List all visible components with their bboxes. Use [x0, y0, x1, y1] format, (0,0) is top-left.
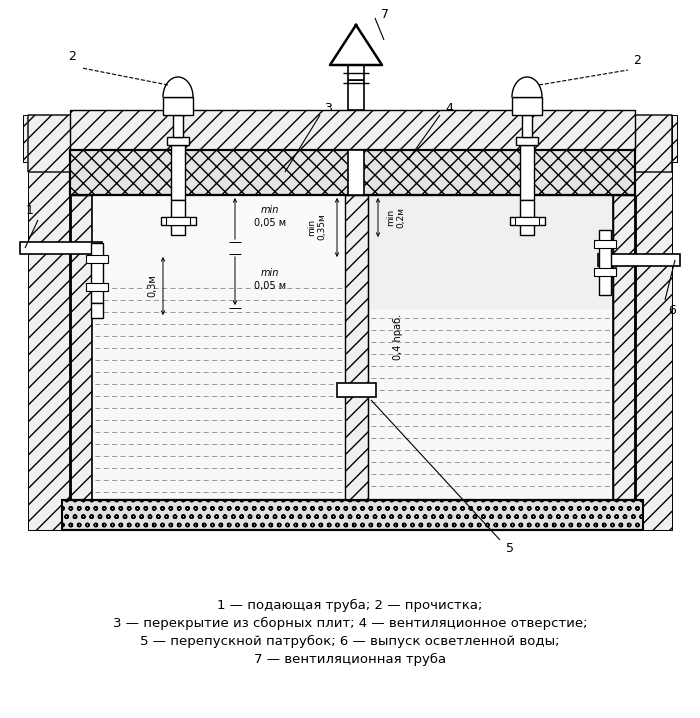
- Bar: [598, 115, 672, 160]
- Bar: [92, 150, 613, 172]
- Polygon shape: [615, 115, 672, 172]
- Bar: [28, 115, 70, 530]
- Bar: [70, 150, 635, 195]
- Text: 5 — перепускной патрубок; 6 — выпуск осветленной воды;: 5 — перепускной патрубок; 6 — выпуск осв…: [140, 635, 560, 648]
- Bar: [520, 145, 534, 200]
- Text: 7 — вентиляционная труба: 7 — вентиляционная труба: [254, 653, 446, 666]
- Bar: [368, 310, 613, 500]
- Bar: [92, 280, 345, 500]
- Bar: [171, 145, 185, 200]
- Polygon shape: [28, 115, 90, 172]
- Bar: [20, 242, 102, 254]
- Bar: [171, 200, 185, 235]
- Bar: [515, 217, 539, 225]
- Text: min
0,35м: min 0,35м: [307, 213, 327, 241]
- Bar: [86, 283, 108, 291]
- Text: 1: 1: [26, 203, 34, 217]
- Bar: [368, 195, 613, 310]
- Text: 0,05 м: 0,05 м: [254, 218, 286, 228]
- Bar: [337, 383, 376, 397]
- Bar: [167, 137, 189, 145]
- Text: 4: 4: [445, 101, 453, 114]
- Bar: [173, 115, 183, 137]
- Polygon shape: [330, 25, 382, 65]
- Bar: [92, 195, 345, 280]
- Bar: [62, 500, 643, 530]
- Bar: [635, 115, 672, 530]
- Bar: [599, 230, 611, 295]
- Text: 3 — перекрытие из сборных плит; 4 — вентиляционное отверстие;: 3 — перекрытие из сборных плит; 4 — вент…: [113, 617, 587, 630]
- Bar: [520, 200, 534, 235]
- Bar: [613, 195, 635, 500]
- Bar: [348, 80, 364, 110]
- Text: min: min: [261, 205, 279, 215]
- Text: 7: 7: [381, 7, 389, 21]
- Bar: [594, 240, 616, 248]
- Bar: [86, 255, 108, 263]
- Bar: [348, 65, 364, 80]
- Text: 2: 2: [633, 54, 641, 67]
- Bar: [91, 243, 103, 303]
- Bar: [348, 150, 364, 195]
- Bar: [166, 217, 190, 225]
- Bar: [345, 195, 368, 500]
- Bar: [516, 137, 538, 145]
- Text: min: min: [261, 268, 279, 278]
- Bar: [161, 217, 196, 225]
- Bar: [598, 254, 680, 266]
- Bar: [91, 303, 103, 318]
- Text: 0,3м: 0,3м: [147, 274, 157, 297]
- Text: 1 — подающая труба; 2 — прочистка;: 1 — подающая труба; 2 — прочистка;: [217, 599, 483, 612]
- Text: hраб. = min 1,3М: hраб. = min 1,3М: [346, 343, 356, 431]
- Polygon shape: [163, 77, 193, 97]
- Bar: [617, 115, 677, 162]
- Bar: [70, 110, 635, 150]
- Bar: [368, 195, 613, 500]
- Bar: [163, 97, 193, 115]
- Text: min
0,2м: min 0,2м: [386, 207, 406, 228]
- Bar: [522, 115, 532, 137]
- Bar: [28, 115, 107, 160]
- Bar: [594, 268, 616, 276]
- Text: 5: 5: [506, 541, 514, 554]
- Bar: [510, 217, 545, 225]
- Bar: [23, 115, 83, 162]
- Text: 2: 2: [68, 50, 76, 62]
- Polygon shape: [28, 115, 90, 172]
- Bar: [512, 97, 542, 115]
- Text: 0,05 м: 0,05 м: [254, 281, 286, 291]
- Text: 0,4 hраб.: 0,4 hраб.: [393, 314, 403, 360]
- Bar: [92, 172, 613, 194]
- Bar: [70, 150, 635, 195]
- Polygon shape: [512, 77, 542, 97]
- Bar: [70, 195, 92, 500]
- Text: 3: 3: [324, 101, 332, 114]
- Text: 6: 6: [668, 304, 676, 317]
